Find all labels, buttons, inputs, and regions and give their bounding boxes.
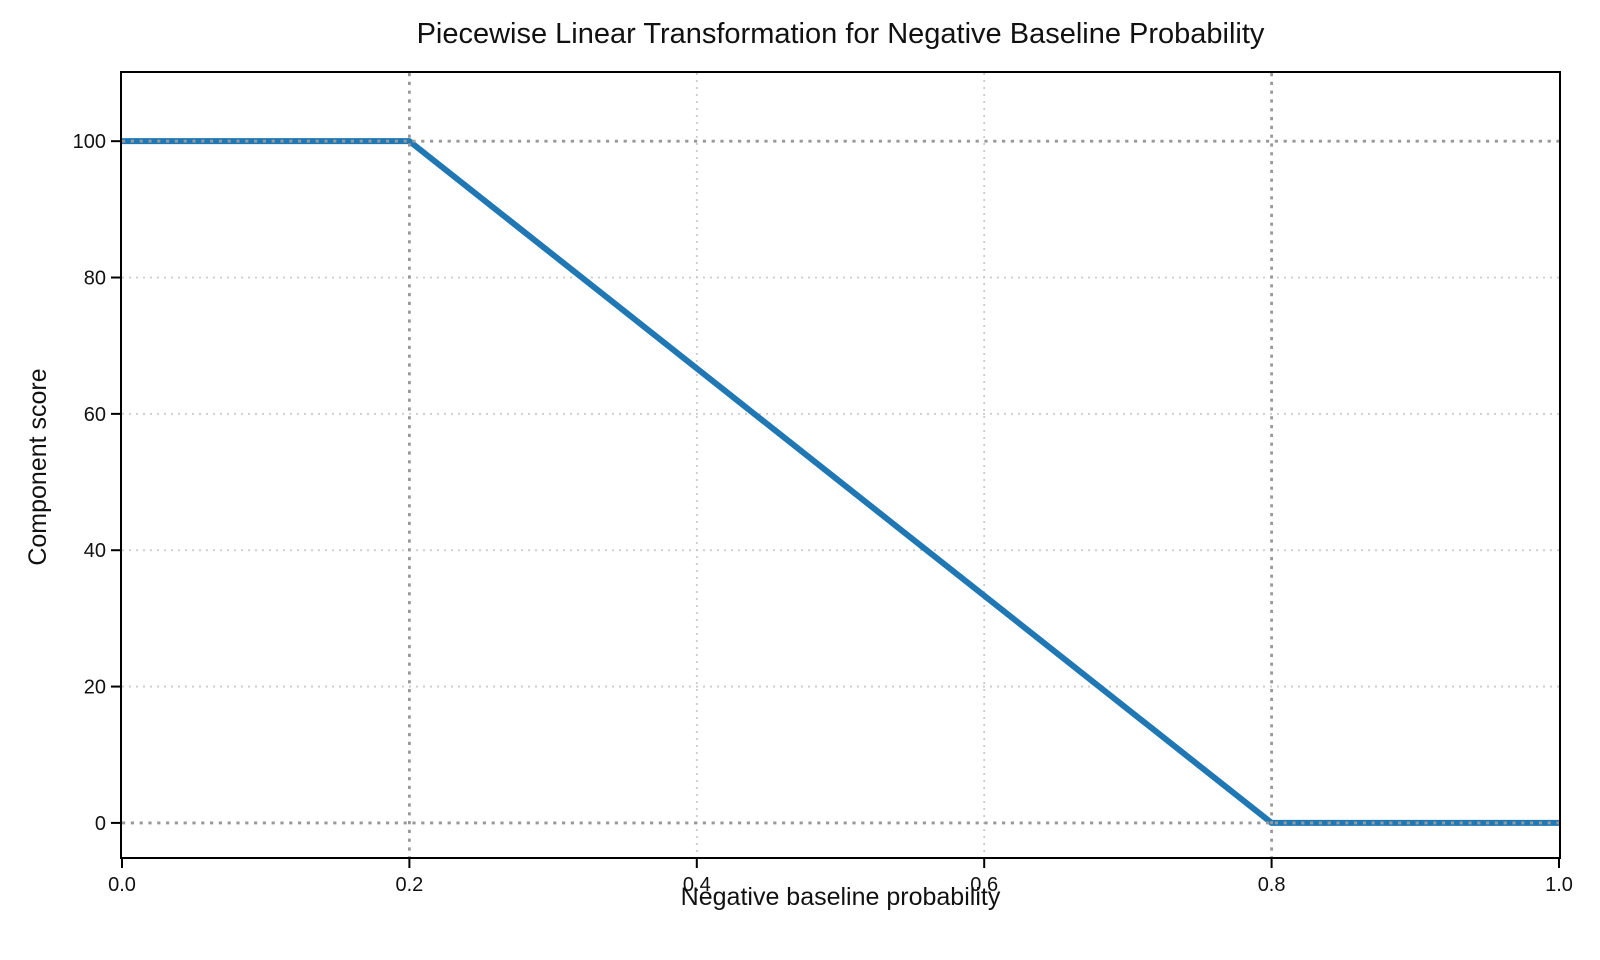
x-tick-label: 0.6 [970,874,998,896]
x-tick-label: 0.8 [1258,874,1286,896]
x-axis-label: Negative baseline probability [680,883,1001,911]
y-tick-label: 80 [84,268,106,290]
axes-frame [120,71,1561,859]
x-tick-label: 1.0 [1545,874,1573,896]
y-tick-label: 20 [84,677,106,699]
chart-title: Piecewise Linear Transformation for Nega… [416,18,1265,50]
x-tick-label: 0.0 [108,874,136,896]
x-tick-label: 0.4 [683,874,711,896]
x-tick-label: 0.2 [395,874,423,896]
component-score-line [122,138,1559,826]
y-tick-label: 100 [73,131,106,153]
y-tick-label: 40 [84,540,106,562]
y-tick-label: 0 [95,813,106,835]
y-tick-label: 60 [84,404,106,426]
